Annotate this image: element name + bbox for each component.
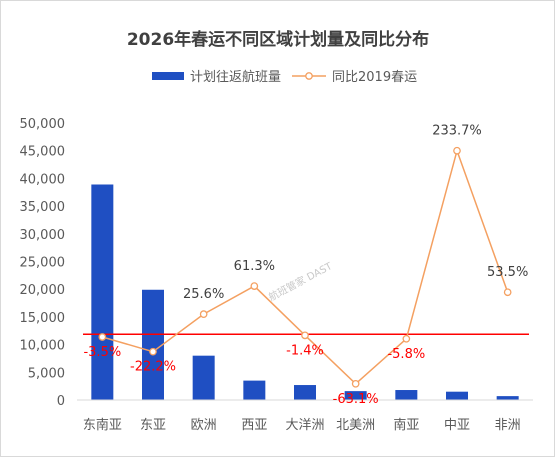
y-tick-label: 10,000 — [20, 339, 66, 354]
x-tick-label: 北美洲 — [336, 418, 375, 433]
y-tick-label: 20,000 — [20, 283, 66, 298]
chart-title: 2026年春运不同区域计划量及同比分布 — [127, 29, 429, 50]
bar — [91, 184, 114, 400]
line-point — [98, 333, 107, 341]
bar-series — [91, 184, 519, 400]
legend: 计划往返航班量 同比2019春运 — [152, 69, 417, 85]
x-tick-label: 欧洲 — [191, 418, 217, 433]
line-point — [453, 146, 461, 155]
line-markers — [98, 146, 512, 388]
data-label: -22.2% — [130, 360, 176, 375]
y-tick-label: 35,000 — [20, 200, 66, 215]
bar — [446, 391, 468, 400]
x-tick-label: 南亚 — [393, 417, 419, 433]
legend-bar-label: 计划往返航班量 — [190, 69, 281, 85]
legend-line-marker — [305, 72, 313, 80]
y-tick-label: 40,000 — [20, 172, 66, 187]
data-label: 53.5% — [487, 265, 528, 280]
data-label: -1.4% — [286, 343, 324, 358]
bar — [344, 391, 367, 400]
bar — [294, 385, 316, 400]
y-tick-label: 45,000 — [20, 145, 66, 160]
y-axis: 0 5,000 10,000 15,000 20,000 25,000 30,000 35,0… — [20, 117, 66, 409]
y-tick-label: 50,000 — [20, 117, 66, 132]
data-label: -63.1% — [333, 392, 379, 407]
data-label: -5.8% — [387, 347, 425, 362]
legend-line-label: 同比2019春运 — [332, 70, 417, 85]
y-tick-label: 15,000 — [20, 311, 66, 326]
data-label: 233.7% — [432, 124, 482, 139]
line-point — [250, 282, 259, 290]
x-tick-label: 大洋洲 — [285, 418, 324, 433]
line-point — [199, 310, 208, 318]
y-tick-label: 0 — [57, 394, 65, 409]
line-point — [149, 347, 157, 356]
line-point — [402, 334, 411, 343]
y-tick-label: 5,000 — [28, 366, 65, 381]
line-point — [503, 288, 512, 297]
data-label: 61.3% — [234, 259, 275, 274]
x-tick-label: 非洲 — [495, 418, 521, 433]
line-point — [301, 331, 309, 340]
y-tick-label: 30,000 — [20, 228, 66, 243]
bar — [395, 390, 418, 400]
data-label: 25.6% — [183, 287, 224, 302]
x-tick-label: 西亚 — [241, 418, 267, 433]
bar — [192, 355, 215, 400]
data-label: -3.5% — [83, 345, 121, 360]
legend-bar-swatch — [152, 72, 184, 80]
y-tick-label: 25,000 — [20, 256, 66, 271]
watermark: 航班管家 DAST — [266, 259, 335, 304]
bar — [496, 396, 519, 400]
bar — [142, 289, 164, 400]
x-axis: 东南亚 东亚 欧洲 西亚 大洋洲 北美洲 南亚 中亚 非洲 — [83, 417, 521, 433]
x-tick-label: 东亚 — [140, 418, 166, 433]
x-tick-label: 东南亚 — [83, 417, 122, 433]
bar — [243, 380, 266, 400]
x-tick-label: 中亚 — [444, 418, 470, 433]
line-point — [351, 379, 360, 388]
data-labels: -3.5% -22.2% 25.6% 61.3% -1.4% -63.1% -5.8% 233… — [83, 124, 528, 407]
